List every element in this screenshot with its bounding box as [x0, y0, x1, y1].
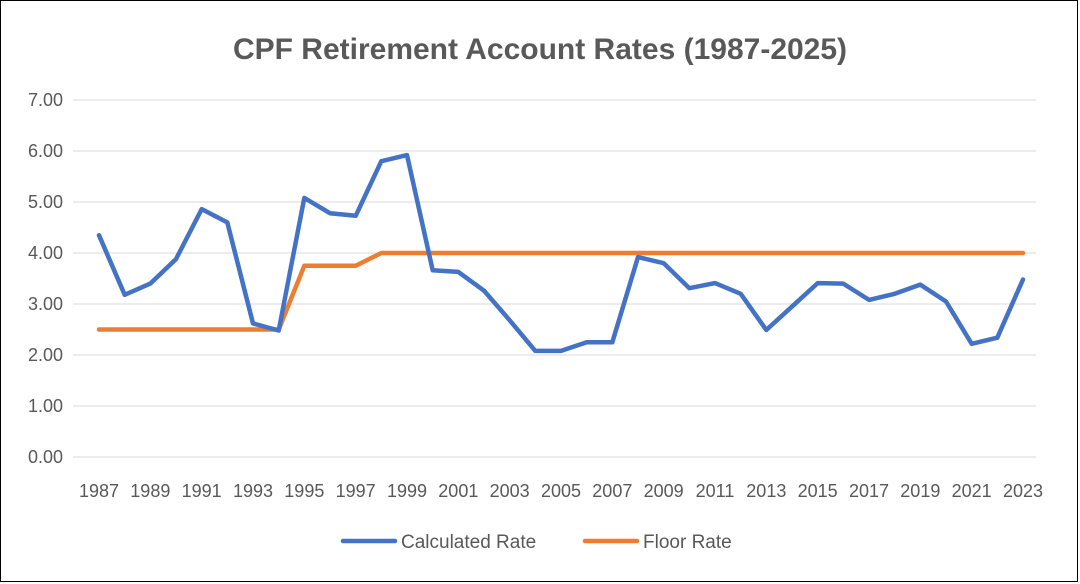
x-tick-label: 2021	[952, 481, 992, 501]
x-tick-label: 2009	[644, 481, 684, 501]
legend: Calculated Rate Floor Rate	[340, 532, 732, 553]
x-tick-label: 2003	[490, 481, 530, 501]
x-tick-label: 1989	[130, 481, 170, 501]
x-tick-label: 2019	[900, 481, 940, 501]
x-tick-label: 2013	[746, 481, 786, 501]
x-tick-label: 1999	[387, 481, 427, 501]
y-tick-label: 3.00	[28, 294, 63, 314]
x-tick-label: 1997	[336, 481, 376, 501]
gridlines	[73, 99, 1036, 458]
y-tick-label: 4.00	[28, 243, 63, 263]
x-tick-label: 1995	[284, 481, 324, 501]
x-tick-label: 2017	[849, 481, 889, 501]
y-tick-label: 2.00	[28, 345, 63, 365]
x-tick-label: 1991	[182, 481, 222, 501]
y-tick-label: 6.00	[28, 141, 63, 161]
y-tick-label: 7.00	[28, 90, 63, 110]
y-tick-label: 5.00	[28, 192, 63, 212]
x-tick-label: 2007	[592, 481, 632, 501]
legend-label-0: Calculated Rate	[401, 532, 536, 553]
series-line-1	[96, 250, 1026, 332]
x-tick-label: 2015	[798, 481, 838, 501]
x-tick-label: 1987	[79, 481, 119, 501]
y-tick-label: 0.00	[28, 447, 63, 467]
x-tick-label: 2001	[438, 481, 478, 501]
legend-label-1: Floor Rate	[643, 532, 732, 553]
x-axis-tick-labels: 1987 1989 1991 1993 1995 1997 1999 2001 2003 2005…	[79, 481, 1043, 501]
chart-title: CPF Retirement Account Rates (1987-2025)	[233, 33, 847, 66]
x-tick-label: 1993	[233, 481, 273, 501]
x-tick-label: 2011	[696, 481, 735, 501]
y-axis-tick-labels: 0.00 1.00 2.00 3.00 4.00 5.00 6.00 7.00	[28, 90, 63, 467]
y-tick-label: 1.00	[28, 396, 63, 416]
series-line-0	[96, 152, 1026, 354]
x-tick-label: 2005	[541, 481, 581, 501]
series-lines	[96, 152, 1026, 354]
x-tick-label: 2023	[1003, 481, 1043, 501]
